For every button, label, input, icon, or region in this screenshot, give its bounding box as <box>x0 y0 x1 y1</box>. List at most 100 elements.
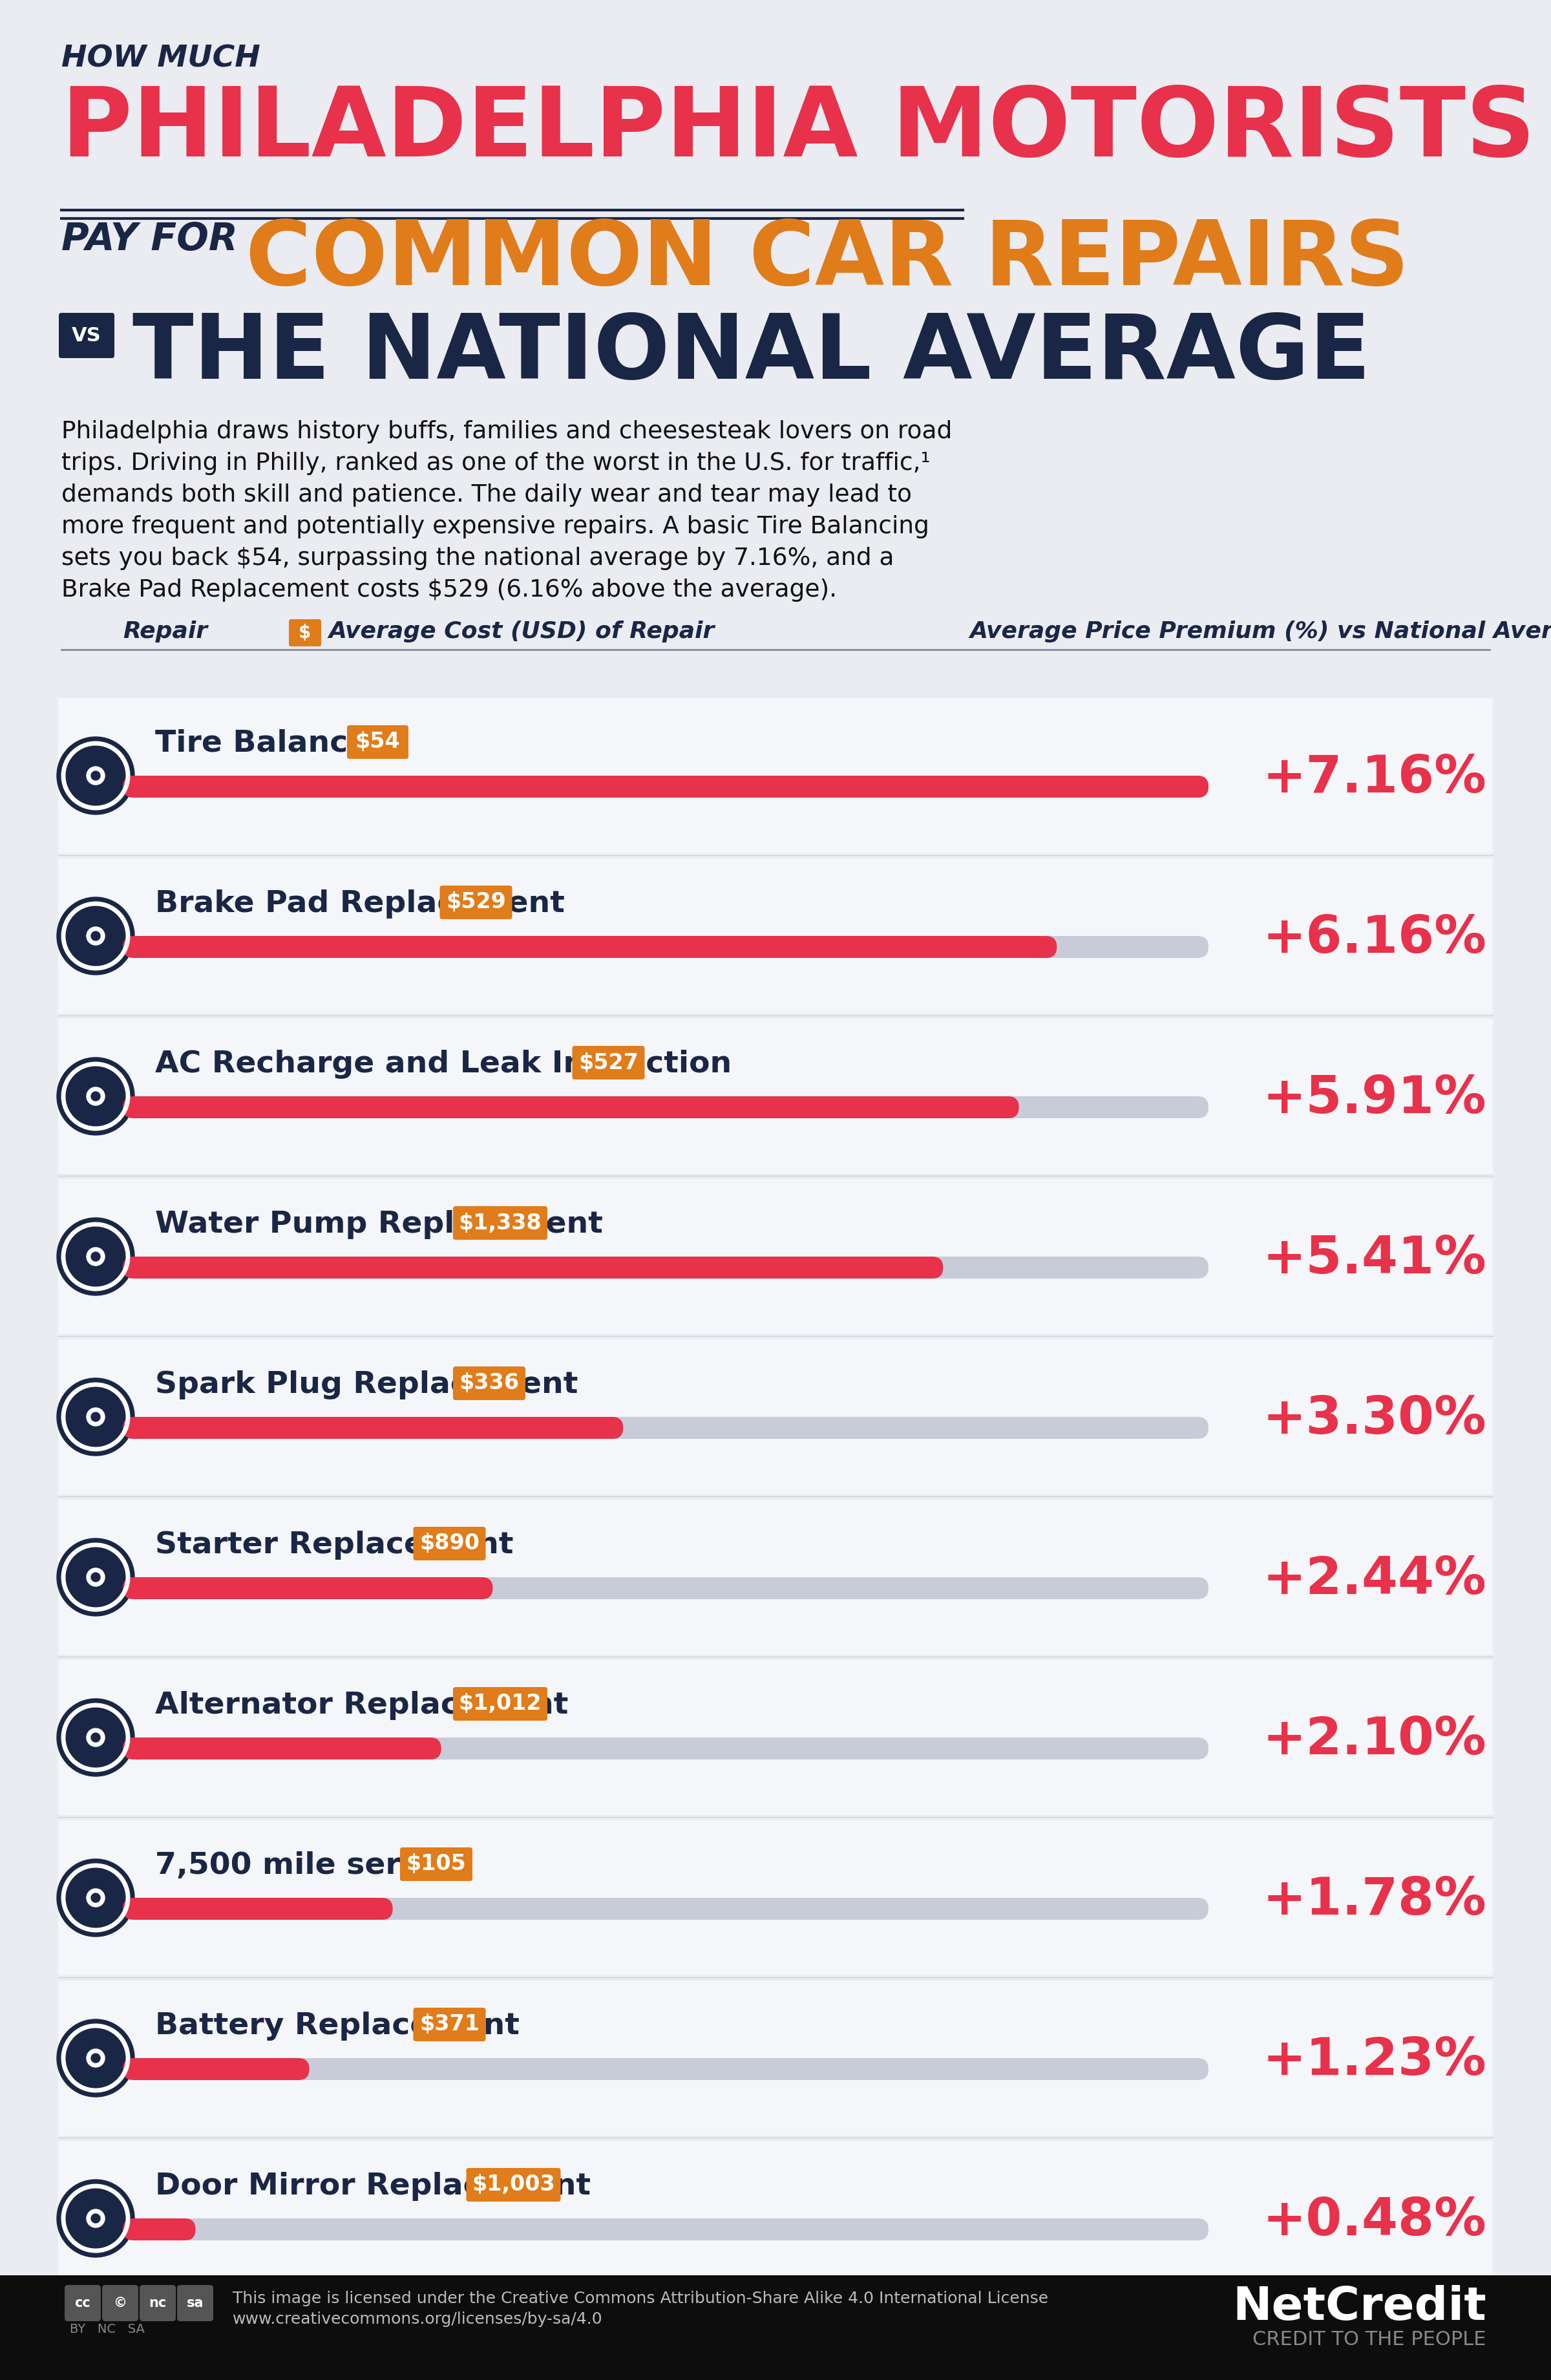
Text: $54: $54 <box>355 731 400 752</box>
Bar <box>59 1499 1492 1654</box>
FancyBboxPatch shape <box>123 1416 624 1440</box>
Circle shape <box>57 1057 135 1135</box>
Circle shape <box>57 1378 135 1457</box>
Circle shape <box>87 1728 105 1747</box>
Circle shape <box>87 926 105 945</box>
FancyBboxPatch shape <box>347 726 408 759</box>
FancyBboxPatch shape <box>123 776 1208 797</box>
Text: sets you back $54, surpassing the national average by 7.16%, and a: sets you back $54, surpassing the nation… <box>62 547 893 571</box>
Circle shape <box>87 1568 105 1585</box>
FancyBboxPatch shape <box>413 1526 485 1561</box>
Text: Brake Pad Replacement: Brake Pad Replacement <box>155 890 565 919</box>
Circle shape <box>87 1890 105 1906</box>
Circle shape <box>57 738 135 814</box>
Text: cc: cc <box>74 2297 90 2309</box>
Text: Spark Plug Replacement: Spark Plug Replacement <box>155 1371 579 1399</box>
Text: VS: VS <box>71 326 101 345</box>
FancyBboxPatch shape <box>572 1045 645 1081</box>
Text: CREDIT TO THE PEOPLE: CREDIT TO THE PEOPLE <box>1253 2330 1486 2349</box>
Circle shape <box>92 931 101 940</box>
Text: NetCredit: NetCredit <box>1233 2285 1486 2330</box>
Text: We analyzed local cost estimates for 10 common car repairs using a 2021 Honda Ac: We analyzed local cost estimates for 10 … <box>177 2323 1551 2370</box>
Text: Average Cost (USD) of Repair: Average Cost (USD) of Repair <box>329 621 715 643</box>
Text: This image is licensed under the Creative Commons Attribution-Share Alike 4.0 In: This image is licensed under the Creativ… <box>233 2292 1048 2306</box>
Text: $105: $105 <box>406 1854 467 1875</box>
Text: $1,012: $1,012 <box>459 1692 541 1714</box>
Text: PHILADELPHIA MOTORISTS: PHILADELPHIA MOTORISTS <box>62 83 1535 176</box>
FancyBboxPatch shape <box>413 2009 485 2042</box>
Text: +5.91%: +5.91% <box>1263 1073 1486 1123</box>
FancyBboxPatch shape <box>59 312 115 357</box>
Text: Tire Balancing: Tire Balancing <box>155 728 402 759</box>
Text: sa: sa <box>186 2297 203 2309</box>
Text: COMMON CAR REPAIRS: COMMON CAR REPAIRS <box>245 217 1410 305</box>
Text: Philadelphia draws history buffs, families and cheesesteak lovers on road: Philadelphia draws history buffs, famili… <box>62 421 952 443</box>
Text: nc: nc <box>149 2297 166 2309</box>
Circle shape <box>92 1092 101 1102</box>
Text: $890: $890 <box>419 1533 479 1554</box>
Text: PAY FOR: PAY FOR <box>62 221 237 257</box>
FancyBboxPatch shape <box>123 1737 440 1759</box>
Circle shape <box>87 2049 105 2068</box>
FancyBboxPatch shape <box>123 1578 493 1599</box>
FancyBboxPatch shape <box>65 2285 101 2320</box>
Circle shape <box>92 1733 101 1742</box>
Text: 7,500 mile service: 7,500 mile service <box>155 1852 470 1880</box>
FancyBboxPatch shape <box>123 2218 195 2240</box>
FancyBboxPatch shape <box>123 1257 1208 1278</box>
Bar <box>59 1019 1492 1173</box>
Bar <box>0 2275 1551 2380</box>
Text: $1,338: $1,338 <box>459 1211 541 1233</box>
Circle shape <box>57 1219 135 1295</box>
Circle shape <box>57 897 135 976</box>
FancyBboxPatch shape <box>123 1897 1208 1921</box>
Bar <box>59 1659 1492 1816</box>
Text: +7.16%: +7.16% <box>1263 752 1486 804</box>
Circle shape <box>57 1699 135 1775</box>
Circle shape <box>92 1892 101 1902</box>
FancyBboxPatch shape <box>123 935 1056 957</box>
FancyBboxPatch shape <box>123 2059 1208 2080</box>
Circle shape <box>92 1411 101 1421</box>
Text: THE NATIONAL AVERAGE: THE NATIONAL AVERAGE <box>132 309 1371 397</box>
Text: Methodology:: Methodology: <box>62 2323 228 2344</box>
Text: $527: $527 <box>579 1052 639 1073</box>
Bar <box>59 1178 1492 1335</box>
Circle shape <box>57 1537 135 1616</box>
FancyBboxPatch shape <box>123 2218 1208 2240</box>
FancyBboxPatch shape <box>102 2285 138 2320</box>
FancyBboxPatch shape <box>123 1257 943 1278</box>
Circle shape <box>87 2209 105 2228</box>
FancyBboxPatch shape <box>140 2285 175 2320</box>
Bar <box>59 859 1492 1014</box>
Circle shape <box>87 1247 105 1266</box>
FancyBboxPatch shape <box>467 2168 560 2202</box>
Text: Alternator Replacement: Alternator Replacement <box>155 1690 568 1721</box>
Text: Starter Replacement: Starter Replacement <box>155 1530 513 1559</box>
Text: trips. Driving in Philly, ranked as one of the worst in the U.S. for traffic,¹: trips. Driving in Philly, ranked as one … <box>62 452 931 476</box>
Circle shape <box>92 2054 101 2063</box>
FancyBboxPatch shape <box>123 1097 1019 1119</box>
Text: AC Recharge and Leak Inspection: AC Recharge and Leak Inspection <box>155 1050 732 1078</box>
Bar <box>59 2142 1492 2297</box>
FancyBboxPatch shape <box>123 1416 1208 1440</box>
Text: $529: $529 <box>447 892 506 914</box>
Text: $: $ <box>299 624 312 643</box>
Bar <box>59 1821 1492 1975</box>
Bar <box>59 1980 1492 2135</box>
Circle shape <box>87 1409 105 1426</box>
Text: $336: $336 <box>459 1373 520 1395</box>
FancyBboxPatch shape <box>288 619 321 647</box>
Text: Average Price Premium (%) vs National Average: Average Price Premium (%) vs National Av… <box>969 621 1551 643</box>
Text: Water Pump Replacement: Water Pump Replacement <box>155 1209 603 1240</box>
Text: +1.23%: +1.23% <box>1263 2035 1486 2085</box>
Circle shape <box>57 2018 135 2097</box>
FancyBboxPatch shape <box>123 2059 309 2080</box>
Text: +0.48%: +0.48% <box>1263 2197 1486 2247</box>
Bar <box>59 1340 1492 1495</box>
Circle shape <box>57 2180 135 2256</box>
Circle shape <box>87 1088 105 1104</box>
Text: +3.30%: +3.30% <box>1263 1395 1486 1445</box>
Circle shape <box>87 766 105 785</box>
Circle shape <box>92 2213 101 2223</box>
